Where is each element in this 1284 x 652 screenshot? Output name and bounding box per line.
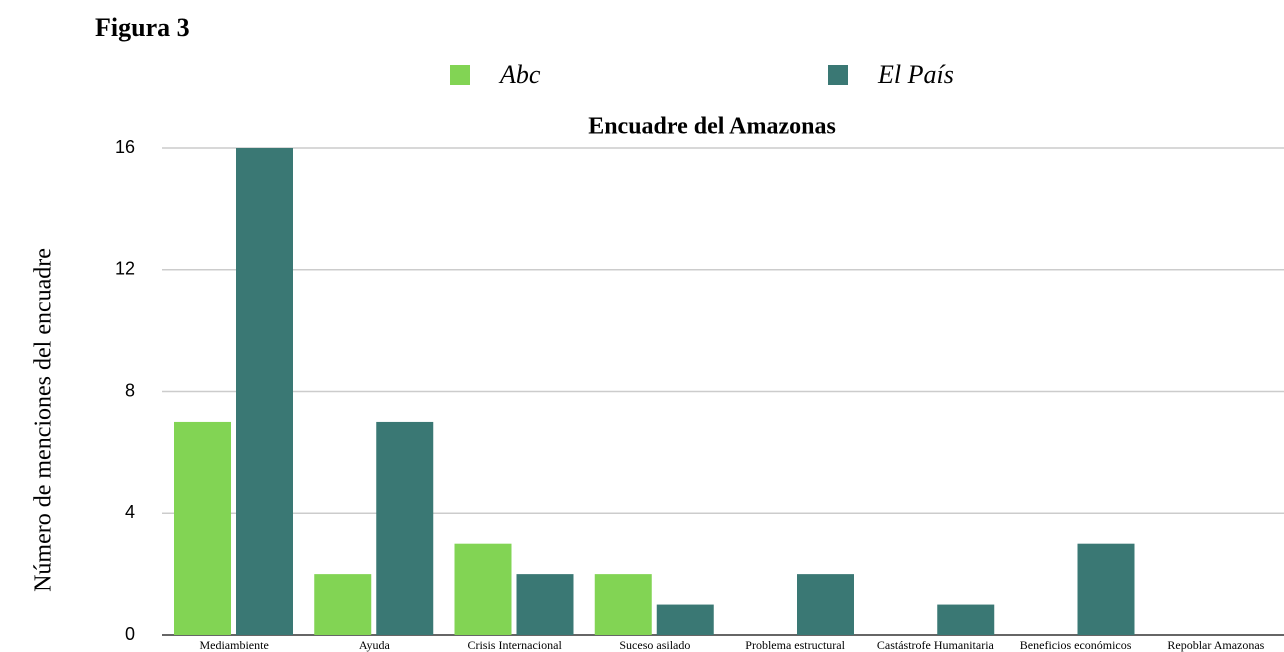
bar <box>656 604 714 635</box>
bar <box>1077 543 1135 635</box>
y-tick-label: 0 <box>125 624 135 644</box>
bar <box>236 148 293 635</box>
bar <box>594 574 652 635</box>
bar <box>454 543 512 635</box>
bar <box>797 574 854 635</box>
x-tick-label: Suceso asilado <box>619 638 690 652</box>
y-tick-label: 12 <box>115 259 135 279</box>
legend-label: El País <box>877 60 954 89</box>
x-tick-label: Ayuda <box>359 638 391 652</box>
x-tick-label: Problema estructural <box>745 638 845 652</box>
legend-label: Abc <box>498 60 541 89</box>
x-tick-label: Castástrofe Humanitaria <box>877 638 995 652</box>
bar <box>516 574 574 635</box>
bar <box>314 574 372 635</box>
y-axis-label: Número de menciones del encuadre <box>31 248 57 592</box>
chart-title: Encuadre del Amazonas <box>588 114 836 140</box>
figure-label: Figura 3 <box>95 13 190 42</box>
y-tick-label: 4 <box>125 502 135 522</box>
x-tick-label: Crisis Internacional <box>467 638 562 652</box>
x-tick-label: Beneficios económicos <box>1020 638 1132 652</box>
bar <box>937 604 995 635</box>
legend-swatch <box>828 65 848 85</box>
y-tick-label: 16 <box>115 137 135 157</box>
bar <box>376 421 434 635</box>
y-tick-label: 8 <box>125 380 135 400</box>
legend-swatch <box>450 65 470 85</box>
x-tick-label: Mediambiente <box>199 638 268 652</box>
x-tick-label: Repoblar Amazonas <box>1167 638 1264 652</box>
bar <box>174 421 231 635</box>
